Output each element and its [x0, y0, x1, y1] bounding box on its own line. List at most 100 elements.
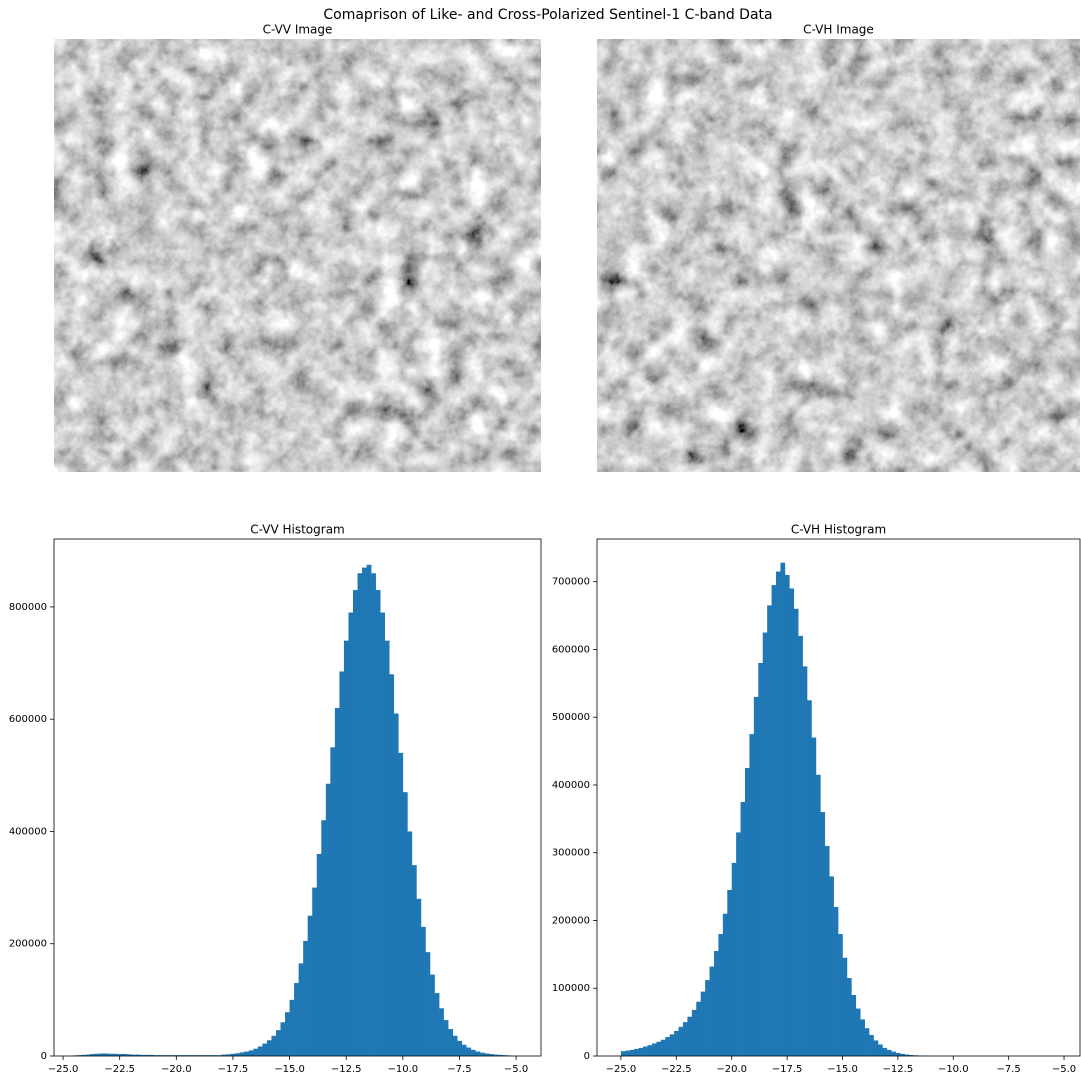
- histogram-bar: [780, 562, 786, 1056]
- sar-image: [54, 39, 541, 472]
- histogram-bar: [727, 889, 733, 1056]
- histogram-bar: [731, 862, 737, 1056]
- histogram-bar: [891, 1051, 896, 1056]
- histogram-bar: [402, 792, 408, 1056]
- axes-frame: [53, 538, 542, 1057]
- histogram-bar: [656, 1041, 662, 1056]
- histogram-bar: [99, 1053, 105, 1056]
- histogram-bar: [625, 1050, 631, 1056]
- histogram-bar: [466, 1047, 472, 1056]
- histogram-bar: [362, 567, 367, 1056]
- histogram-bar: [851, 995, 857, 1056]
- histogram-bar: [94, 1053, 100, 1056]
- histogram-bar: [389, 674, 395, 1056]
- histogram-bar: [425, 952, 431, 1056]
- histogram-bar: [271, 1035, 277, 1056]
- histogram-bar: [167, 1055, 173, 1056]
- histogram-bar: [294, 983, 299, 1056]
- histogram-bar: [316, 853, 322, 1056]
- histogram-bar: [776, 571, 781, 1056]
- histogram-bar: [117, 1054, 123, 1056]
- histogram-bar: [194, 1055, 200, 1056]
- histogram-bar: [722, 913, 728, 1056]
- x-tick-label: −25.0: [48, 1064, 79, 1073]
- histogram-bar: [634, 1048, 639, 1056]
- histogram-bar: [208, 1055, 213, 1056]
- histogram-bar: [352, 590, 358, 1056]
- x-tick-label: −12.5: [883, 1064, 914, 1073]
- histogram-bar: [833, 906, 839, 1056]
- histogram-bar: [682, 1022, 688, 1056]
- histogram-bar: [811, 737, 817, 1056]
- histogram-bar: [669, 1034, 675, 1056]
- histogram-bar: [375, 590, 381, 1056]
- x-tick-label: −17.5: [218, 1064, 249, 1073]
- histogram-bar: [820, 812, 826, 1056]
- histogram-bar: [411, 865, 417, 1056]
- histogram-bar: [275, 1030, 281, 1056]
- histogram-bar: [158, 1055, 164, 1056]
- histogram-bar: [407, 831, 413, 1056]
- x-tick-label: −15.0: [827, 1064, 858, 1073]
- histogram-bar: [745, 768, 750, 1056]
- sar-image: [597, 39, 1080, 472]
- histogram-bar: [749, 734, 755, 1056]
- x-tick-label: −10.0: [387, 1064, 418, 1073]
- y-tick-label: 700000: [552, 577, 590, 588]
- histogram-bar: [687, 1016, 693, 1056]
- histogram-bar: [398, 752, 404, 1056]
- histogram-bar: [380, 612, 386, 1056]
- histogram-bar: [330, 747, 336, 1056]
- histogram-bar: [802, 666, 808, 1056]
- histogram-bar: [860, 1019, 865, 1056]
- histogram-bar: [908, 1054, 914, 1056]
- histogram-bar: [149, 1054, 154, 1056]
- histogram-bar: [439, 1008, 444, 1056]
- histogram-bar: [789, 588, 795, 1056]
- histogram-bar: [253, 1048, 259, 1056]
- x-tick-label: −15.0: [274, 1064, 305, 1073]
- histogram-bar: [842, 957, 848, 1056]
- histogram-bar: [198, 1055, 204, 1056]
- histogram-bar: [448, 1029, 453, 1056]
- histogram-bar: [221, 1054, 227, 1056]
- y-tick-label: 300000: [552, 848, 590, 859]
- histogram-bar: [203, 1055, 209, 1056]
- histogram-bar: [895, 1052, 901, 1056]
- histogram-bar: [81, 1054, 87, 1056]
- histogram-bar: [312, 887, 318, 1056]
- histogram-bar: [869, 1034, 874, 1056]
- histogram-bar: [767, 605, 772, 1056]
- histogram-bar: [121, 1054, 127, 1056]
- histogram-bar: [280, 1022, 286, 1056]
- histogram-bar: [762, 632, 768, 1056]
- y-tick-label: 400000: [552, 780, 590, 791]
- histogram-bar: [815, 774, 821, 1056]
- x-tick-label: −20.0: [716, 1064, 747, 1073]
- histogram-bar: [753, 696, 759, 1056]
- histogram-bar: [112, 1053, 118, 1056]
- histogram-bar: [674, 1030, 679, 1056]
- histogram-bar: [162, 1055, 168, 1056]
- histogram-bar: [189, 1055, 195, 1056]
- histogram-bar: [488, 1054, 494, 1056]
- histogram-bar: [303, 940, 308, 1056]
- histogram-bar: [793, 608, 799, 1056]
- x-tick-label: −7.5: [997, 1064, 1021, 1073]
- histogram-bar: [643, 1046, 648, 1056]
- histogram-bar: [873, 1040, 879, 1056]
- histogram-bar: [244, 1051, 250, 1056]
- histogram-bar: [366, 564, 372, 1056]
- histogram-bar: [470, 1049, 476, 1056]
- histogram-bar: [807, 700, 812, 1056]
- histogram-bar: [90, 1054, 96, 1056]
- y-tick-label: 200000: [552, 915, 590, 926]
- histogram-bar: [877, 1044, 883, 1056]
- image-title: C-VH Image: [803, 23, 874, 37]
- histogram-bar: [660, 1039, 666, 1056]
- histogram-bar: [705, 980, 710, 1056]
- x-tick-label: −20.0: [161, 1064, 192, 1073]
- histogram-bar: [798, 635, 803, 1056]
- histogram-bar: [384, 640, 390, 1056]
- histogram-bar: [135, 1054, 141, 1056]
